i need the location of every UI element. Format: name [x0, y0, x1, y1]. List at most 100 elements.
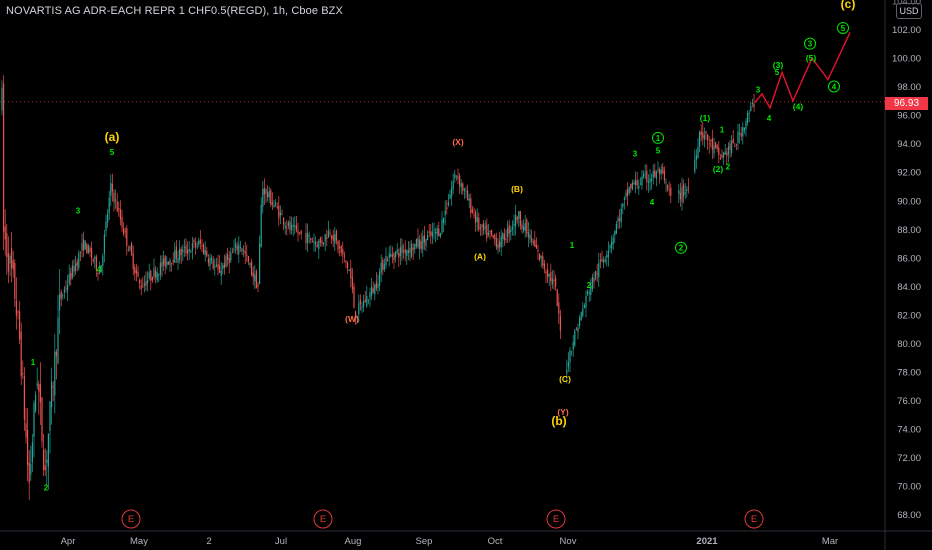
candle-body — [294, 225, 296, 227]
candle-body — [180, 249, 182, 256]
candle-body — [284, 225, 286, 228]
candle-body — [745, 120, 747, 129]
candle-body — [97, 273, 99, 275]
candle-body — [715, 142, 717, 148]
candle-body — [612, 237, 614, 245]
candle-body — [518, 211, 520, 219]
candle-body — [52, 386, 54, 388]
x-tick-label: Mar — [822, 536, 838, 547]
candle-body — [111, 183, 113, 192]
candle-body — [55, 351, 57, 357]
candle-body — [646, 170, 648, 182]
candle-body — [131, 243, 133, 255]
candle-body — [91, 248, 93, 259]
candle-body — [174, 250, 176, 263]
candle-body — [172, 260, 174, 263]
candle-body — [299, 232, 301, 234]
wave-label: (a) — [105, 130, 120, 144]
candle-body — [502, 233, 504, 240]
candle-body — [65, 287, 67, 289]
candle-body — [291, 225, 293, 231]
candle-body — [473, 215, 475, 217]
candle-body — [619, 218, 621, 221]
candle-body — [748, 112, 750, 114]
candle-body — [363, 301, 365, 307]
candle-body — [420, 241, 422, 249]
candle-body — [276, 206, 278, 209]
candle-body — [511, 226, 513, 230]
candle-body — [543, 263, 545, 270]
candle-body — [121, 216, 123, 228]
candle-body — [75, 263, 77, 272]
candle-body — [201, 244, 203, 246]
y-tick-label: 70.00 — [897, 482, 921, 493]
candle-body — [207, 258, 209, 263]
candle-body — [142, 286, 144, 288]
candle-body — [119, 209, 121, 220]
wave-label: (C) — [559, 374, 571, 384]
candle-body — [532, 241, 534, 244]
candle-body — [361, 306, 363, 308]
candle-body — [255, 271, 257, 289]
wave-label: 3 — [76, 207, 81, 216]
candle-body — [273, 205, 275, 208]
candle-body — [606, 255, 608, 258]
candle-body — [57, 317, 59, 364]
candle-body — [9, 255, 11, 264]
candle-body — [163, 258, 165, 265]
candle-body — [265, 189, 267, 194]
x-tick-label: Nov — [560, 536, 577, 547]
candle-body — [169, 259, 171, 266]
candle-body — [321, 240, 323, 244]
candle-body — [572, 342, 574, 350]
candle-body — [99, 271, 101, 274]
candle-body — [46, 459, 48, 463]
candle-body — [447, 202, 449, 206]
candle-body — [627, 189, 629, 196]
candle-body — [724, 151, 726, 155]
candle-body — [699, 131, 701, 147]
candle-body — [228, 258, 230, 264]
candle-body — [708, 143, 710, 145]
candle-body — [193, 240, 195, 243]
y-tick-label: 72.00 — [897, 453, 921, 464]
candle-body — [43, 449, 45, 471]
candle-body — [187, 250, 189, 254]
candle-body — [750, 105, 752, 112]
wave-label: 1 — [656, 134, 661, 143]
candle-body — [435, 231, 437, 233]
candle-body — [574, 330, 576, 346]
candle-body — [539, 253, 541, 260]
candle-body — [398, 252, 400, 258]
candle-body — [67, 285, 69, 291]
candle-body — [148, 272, 150, 279]
candle-body — [191, 243, 193, 251]
candle-body — [375, 281, 377, 289]
candle-body — [430, 231, 432, 236]
currency-button[interactable]: USD — [896, 3, 922, 19]
candle-body — [86, 243, 88, 254]
candle-body — [241, 248, 243, 252]
candle-body — [423, 235, 425, 243]
candle-body — [369, 292, 371, 299]
candle-body — [599, 260, 601, 262]
candle-body — [636, 180, 638, 186]
wave-label: (1) — [700, 113, 711, 123]
candle-body — [17, 311, 19, 313]
candle-body — [251, 261, 253, 275]
candle-body — [188, 249, 190, 252]
candle-body — [515, 214, 517, 227]
candle-body — [113, 192, 115, 203]
candle-body — [427, 235, 429, 241]
candle-body — [185, 245, 187, 254]
candle-body — [315, 242, 317, 246]
candle-body — [588, 292, 590, 294]
candle-body — [587, 291, 589, 294]
candle-body — [607, 251, 609, 258]
candle-body — [444, 210, 446, 216]
candle-body — [667, 185, 669, 190]
candle-body — [215, 264, 217, 267]
candle-body — [102, 255, 104, 266]
